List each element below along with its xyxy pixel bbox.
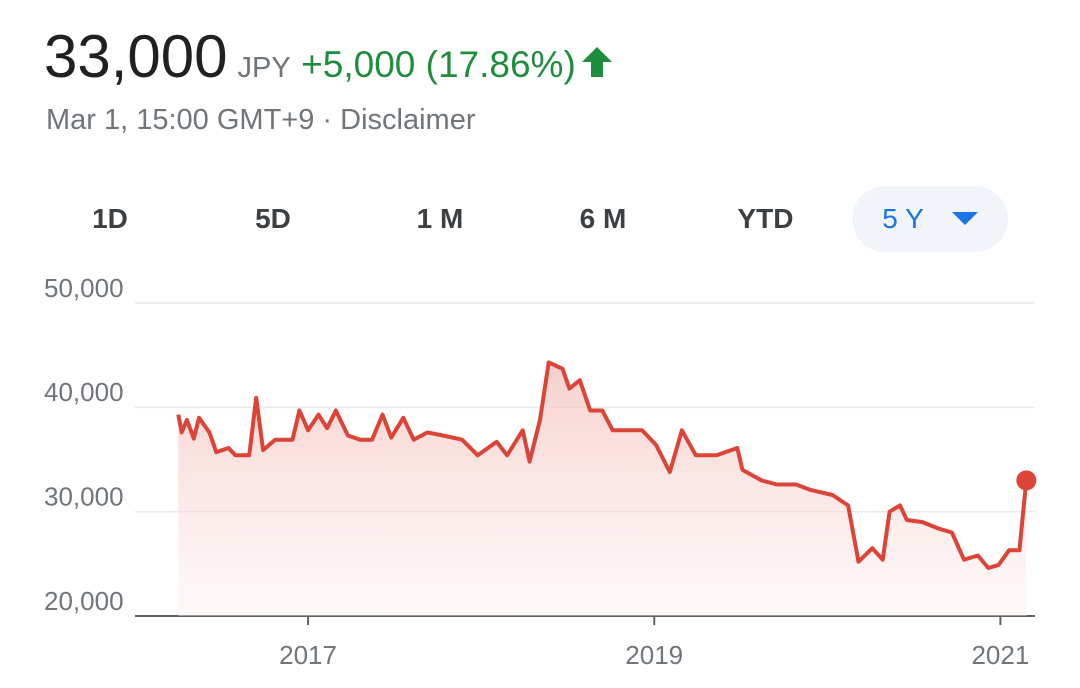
y-tick-label: 20,000: [44, 586, 124, 616]
tab-label: 1D: [92, 203, 128, 234]
x-tick-label: 2017: [279, 640, 337, 670]
y-tick-label: 40,000: [44, 377, 124, 407]
x-tick-label: 2019: [625, 640, 683, 670]
range-tab[interactable]: 6 M: [558, 186, 648, 252]
subline: Mar 1, 15:00 GMT+9 · Disclaimer: [46, 104, 475, 137]
last-point: [1016, 470, 1037, 491]
tab-label: 6 M: [579, 203, 627, 234]
dropdown-arrow: [951, 212, 978, 225]
tab-label: 5 Y: [882, 203, 924, 234]
currency: JPY: [237, 52, 291, 84]
y-tick-label: 50,000: [44, 273, 124, 303]
range-tab[interactable]: YTD: [718, 186, 813, 252]
price: 33,000: [44, 23, 228, 90]
price-area: [178, 362, 1027, 616]
price-row: 33,000 JPY +5,000 (17.86%): [44, 22, 614, 91]
range-tabs: 1D 5D 1 M 6 M YTD 5 Y: [0, 186, 1080, 254]
range-tab[interactable]: 5 Y: [852, 186, 1008, 252]
tab-label: YTD: [737, 203, 794, 234]
tab-label: 1 M: [416, 203, 464, 234]
up-arrow: [582, 47, 613, 77]
range-tab[interactable]: 1D: [70, 186, 150, 252]
change: +5,000 (17.86%): [301, 44, 576, 85]
range-tab[interactable]: 1 M: [395, 186, 485, 252]
y-tick-label: 30,000: [44, 482, 124, 512]
tab-label: 5D: [255, 203, 291, 234]
timestamp: Mar 1, 15:00 GMT+9 ·: [46, 104, 333, 136]
price-line: [176, 360, 1029, 570]
x-tick-label: 2021: [971, 640, 1029, 670]
range-tab[interactable]: 5D: [233, 186, 313, 252]
disclaimer[interactable]: Disclaimer: [340, 104, 476, 136]
